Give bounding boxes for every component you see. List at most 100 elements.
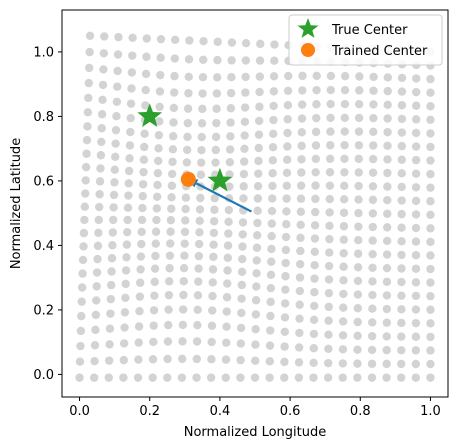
background-point — [368, 154, 378, 164]
background-point — [309, 315, 319, 325]
background-point — [426, 373, 435, 382]
background-point — [354, 222, 363, 231]
background-point — [269, 87, 279, 96]
background-point — [367, 359, 377, 368]
background-point — [311, 141, 321, 150]
background-point — [326, 113, 335, 123]
background-point — [83, 108, 93, 117]
background-point — [238, 254, 247, 264]
background-point — [265, 373, 274, 382]
background-point — [324, 330, 333, 339]
background-point — [113, 82, 122, 91]
background-point — [182, 158, 192, 167]
background-point — [265, 341, 275, 350]
background-point — [353, 317, 362, 327]
background-point — [100, 32, 109, 41]
background-point — [383, 168, 392, 178]
background-point — [222, 293, 232, 302]
background-point — [209, 228, 219, 238]
background-point — [95, 190, 104, 199]
background-point — [309, 344, 318, 353]
background-point — [397, 291, 406, 300]
background-point — [197, 145, 206, 155]
background-point — [412, 101, 421, 110]
background-point — [155, 87, 165, 96]
background-point — [397, 169, 406, 178]
background-point — [84, 93, 93, 103]
background-point — [254, 169, 263, 178]
background-point — [367, 345, 377, 355]
background-point — [240, 144, 249, 153]
background-point — [224, 229, 233, 238]
background-point — [397, 305, 406, 314]
background-point — [210, 205, 219, 214]
background-point — [221, 373, 230, 382]
background-point — [106, 309, 115, 318]
background-point — [397, 346, 406, 355]
background-point — [79, 228, 89, 238]
background-point — [151, 227, 161, 236]
background-point — [269, 101, 278, 111]
background-point — [181, 193, 191, 202]
background-point — [251, 340, 260, 349]
background-point — [135, 307, 144, 316]
background-point — [112, 112, 121, 121]
background-point — [76, 326, 86, 336]
background-point — [281, 258, 290, 268]
background-point — [97, 124, 106, 133]
background-point — [368, 318, 377, 327]
background-point — [81, 162, 91, 172]
x-ticks: 0.0 0.2 0.4 0.6 0.8 1.0 — [69, 397, 441, 419]
background-point — [411, 128, 421, 138]
true-center-marker — [137, 103, 163, 127]
background-point — [193, 305, 202, 314]
background-point — [120, 308, 130, 317]
background-point — [78, 255, 88, 265]
background-point — [426, 142, 435, 152]
background-point — [154, 144, 163, 153]
background-point — [339, 262, 348, 271]
background-point — [411, 196, 421, 206]
background-point — [111, 125, 121, 135]
background-point — [383, 114, 392, 123]
background-point — [108, 228, 118, 237]
background-point — [294, 343, 304, 352]
background-point — [210, 194, 219, 203]
background-point — [266, 326, 275, 335]
background-point — [121, 266, 131, 275]
background-point — [281, 245, 291, 255]
background-point — [122, 240, 132, 249]
background-point — [83, 122, 92, 131]
background-point — [411, 264, 421, 273]
background-point — [397, 318, 406, 328]
background-point — [252, 256, 261, 265]
background-point — [296, 246, 305, 256]
background-point — [179, 264, 189, 273]
background-point — [325, 234, 334, 244]
background-point — [397, 277, 406, 287]
background-point — [368, 277, 377, 286]
background-point — [180, 251, 189, 260]
background-point — [156, 34, 166, 44]
background-point — [251, 310, 261, 319]
x-tick-label: 0.2 — [139, 404, 160, 419]
background-point — [168, 169, 177, 179]
background-point — [369, 100, 378, 109]
background-point — [151, 251, 160, 261]
background-point — [310, 221, 320, 230]
background-point — [311, 154, 321, 164]
background-point — [151, 239, 160, 248]
background-point — [207, 355, 216, 364]
background-point — [109, 203, 118, 212]
background-point — [367, 373, 377, 382]
background-point — [312, 113, 321, 123]
background-point — [340, 85, 350, 95]
x-tick-label: 0.8 — [350, 404, 371, 419]
background-point — [368, 263, 377, 272]
background-point — [237, 294, 246, 303]
plot-frame — [61, 9, 449, 398]
background-point — [340, 154, 349, 163]
background-point — [82, 149, 91, 158]
background-point — [382, 223, 392, 232]
background-point — [90, 341, 100, 350]
